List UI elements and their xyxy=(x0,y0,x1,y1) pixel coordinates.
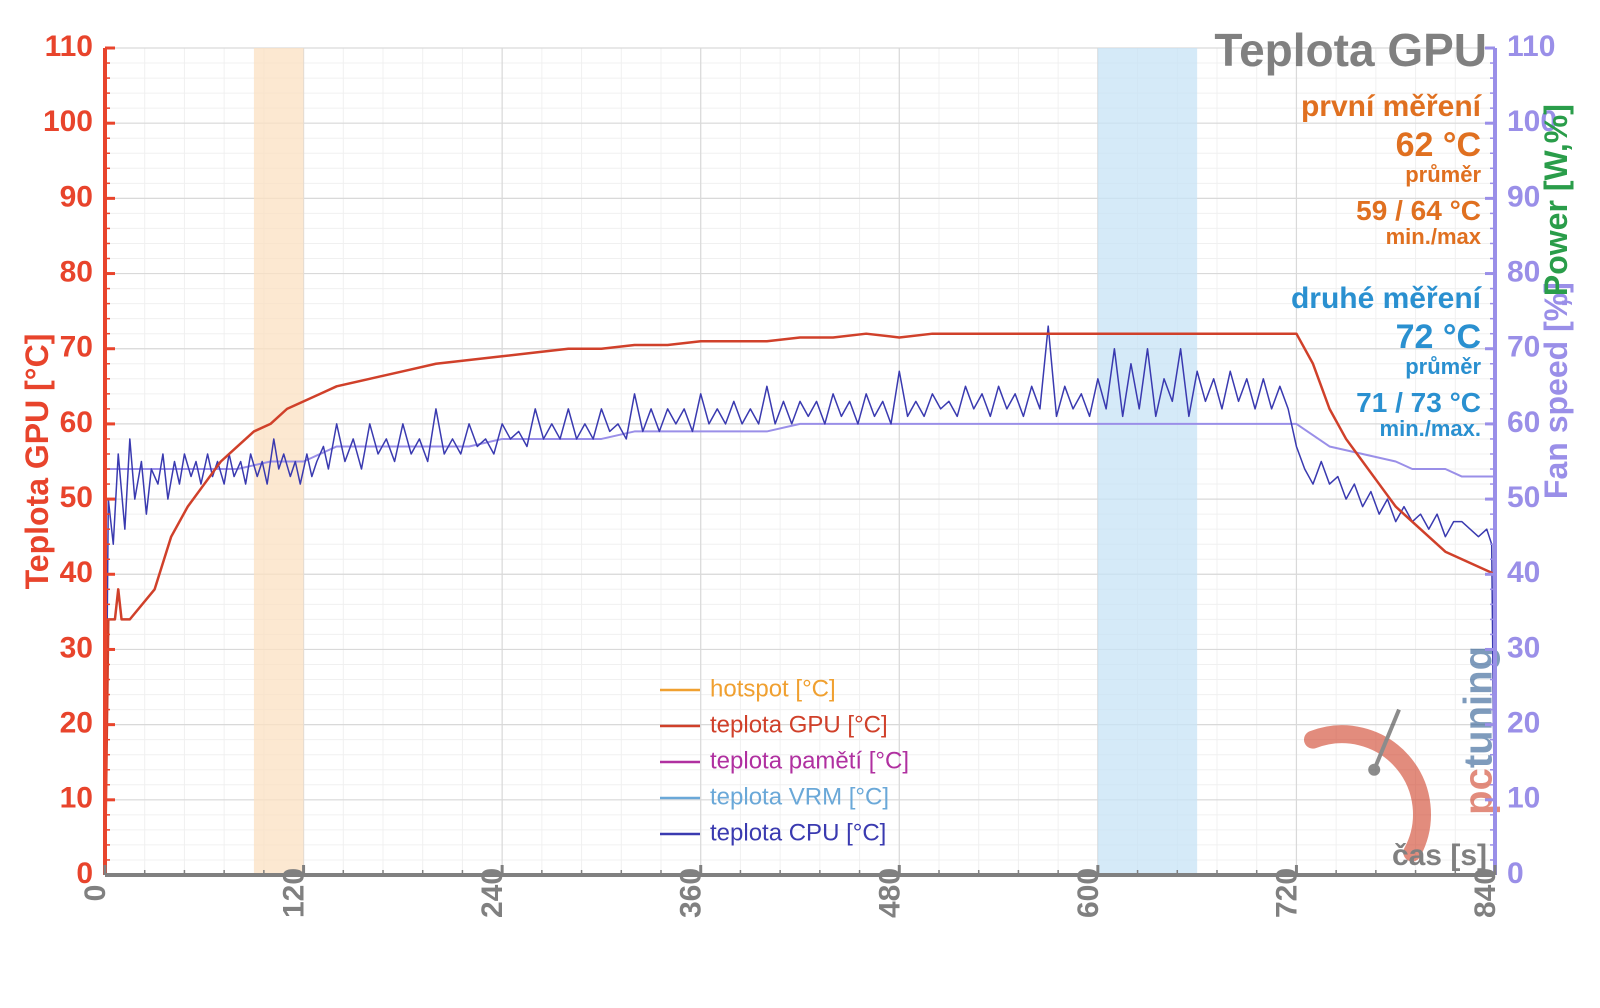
svg-text:72 °C: 72 °C xyxy=(1396,318,1481,356)
y-right-tick: 110 xyxy=(1507,30,1555,63)
svg-text:průměr: průměr xyxy=(1405,162,1481,187)
svg-text:min./max.: min./max. xyxy=(1380,416,1481,441)
svg-text:59 / 64 °C: 59 / 64 °C xyxy=(1356,195,1481,226)
y-left-axis-label: Teplota GPU [°C] xyxy=(19,334,55,590)
y-right-tick: 70 xyxy=(1507,331,1540,364)
y-left-tick: 70 xyxy=(60,331,93,364)
x-tick: 120 xyxy=(278,868,311,918)
y-right-axis-label-power: Power [W,%] xyxy=(1538,104,1574,296)
legend-item: teplota pamětí [°C] xyxy=(710,747,909,774)
y-left-tick: 50 xyxy=(60,481,93,514)
y-left-tick: 80 xyxy=(60,255,93,288)
svg-text:první měření: první měření xyxy=(1301,90,1483,123)
x-tick: 600 xyxy=(1072,868,1105,918)
legend-item: teplota GPU [°C] xyxy=(710,711,888,738)
x-tick: 480 xyxy=(873,868,906,918)
svg-text:62 °C: 62 °C xyxy=(1396,126,1481,164)
y-left-tick: 20 xyxy=(60,707,93,740)
chart-svg: pctuning01020304050607080901001100102030… xyxy=(0,0,1600,1008)
y-right-tick: 60 xyxy=(1507,406,1540,439)
x-tick: 720 xyxy=(1270,868,1303,918)
svg-text:71 / 73 °C: 71 / 73 °C xyxy=(1356,387,1481,418)
svg-text:,: , xyxy=(1538,298,1574,307)
y-right-tick: 40 xyxy=(1507,556,1540,589)
x-tick: 0 xyxy=(79,885,112,902)
x-tick: 840 xyxy=(1469,868,1502,918)
gpu-temperature-chart: pctuning01020304050607080901001100102030… xyxy=(0,0,1600,1008)
y-left-tick: 90 xyxy=(60,180,93,213)
y-left-tick: 40 xyxy=(60,556,93,589)
y-right-tick: 10 xyxy=(1507,782,1540,815)
legend-item: teplota VRM [°C] xyxy=(710,783,889,810)
y-right-tick: 30 xyxy=(1507,631,1540,664)
y-left-tick: 110 xyxy=(45,30,93,63)
x-tick: 360 xyxy=(675,868,708,918)
y-right-axis-label-fan: Fan speed [%] xyxy=(1538,282,1574,499)
y-right-tick: 20 xyxy=(1507,707,1540,740)
x-axis-label: čas [s] xyxy=(1392,839,1487,872)
y-right-tick: 80 xyxy=(1507,255,1540,288)
y-left-tick: 100 xyxy=(43,105,93,138)
svg-text:min./max: min./max xyxy=(1386,224,1482,249)
y-left-tick: 60 xyxy=(60,406,93,439)
legend-item: hotspot [°C] xyxy=(710,675,836,702)
svg-text:druhé měření: druhé měření xyxy=(1291,282,1483,315)
y-right-tick: 90 xyxy=(1507,180,1540,213)
legend-item: teplota CPU [°C] xyxy=(710,819,886,846)
y-right-tick: 50 xyxy=(1507,481,1540,514)
y-left-tick: 10 xyxy=(60,782,93,815)
x-tick: 240 xyxy=(476,868,509,918)
chart-title: Teplota GPU xyxy=(1214,24,1487,76)
y-right-tick: 0 xyxy=(1507,857,1524,890)
y-left-tick: 30 xyxy=(60,631,93,664)
svg-text:průměr: průměr xyxy=(1405,354,1481,379)
